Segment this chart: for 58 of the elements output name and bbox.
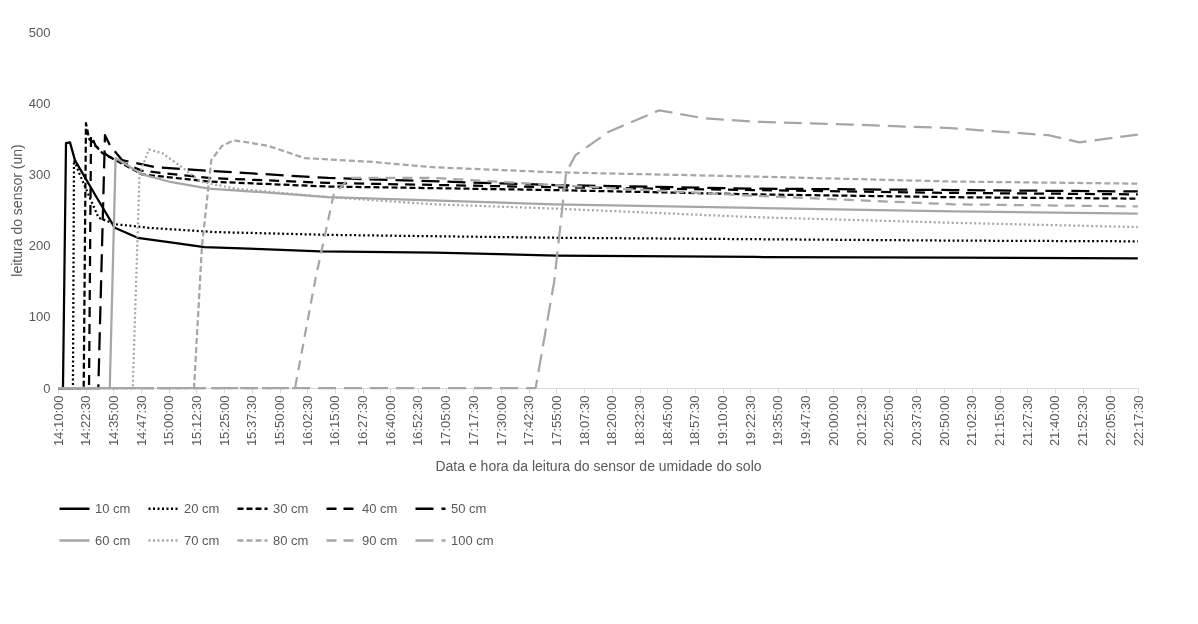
legend-label: 40 cm bbox=[362, 500, 398, 516]
x-tick-label: 17:05:00 bbox=[438, 395, 454, 447]
x-tick-label: 16:02:30 bbox=[299, 395, 315, 447]
x-tick-label: 21:15:00 bbox=[992, 395, 1008, 447]
x-tick-label: 21:40:00 bbox=[1047, 395, 1063, 447]
y-tick-label: 100 bbox=[28, 309, 51, 325]
y-tick-label: 500 bbox=[28, 24, 51, 40]
y-tick-label: 400 bbox=[28, 95, 51, 111]
x-tick-label: 17:42:30 bbox=[521, 395, 537, 447]
legend-label: 80 cm bbox=[273, 532, 309, 548]
x-tick-label: 19:47:30 bbox=[798, 395, 814, 447]
legend-label: 90 cm bbox=[362, 532, 398, 548]
x-tick-label: 14:47:30 bbox=[133, 395, 149, 447]
y-tick-label: 0 bbox=[43, 380, 51, 396]
legend-label: 10 cm bbox=[95, 500, 131, 516]
x-tick-label: 19:10:00 bbox=[715, 395, 731, 447]
x-tick-label: 15:50:00 bbox=[272, 395, 288, 447]
legend-label: 60 cm bbox=[95, 532, 131, 548]
y-tick-label: 300 bbox=[28, 166, 51, 182]
legend-label: 30 cm bbox=[273, 500, 309, 516]
x-tick-label: 21:02:30 bbox=[964, 395, 980, 447]
x-axis-title: Data e hora da leitura do sensor de umidade do solo bbox=[435, 458, 762, 475]
x-tick-label: 15:37:30 bbox=[244, 395, 260, 447]
x-tick-label: 16:15:00 bbox=[327, 395, 343, 447]
x-tick-label: 15:12:30 bbox=[188, 395, 204, 447]
legend-label: 50 cm bbox=[451, 500, 487, 516]
y-tick-label: 200 bbox=[28, 238, 51, 254]
x-tick-label: 16:40:00 bbox=[382, 395, 398, 447]
x-tick-label: 18:45:00 bbox=[659, 395, 675, 447]
x-tick-label: 18:32:30 bbox=[632, 395, 648, 447]
x-tick-label: 19:22:30 bbox=[742, 395, 758, 447]
x-tick-label: 21:52:30 bbox=[1075, 395, 1091, 447]
legend-label: 20 cm bbox=[184, 500, 220, 516]
y-axis-title: leitura do sensor (un) bbox=[8, 144, 25, 277]
x-tick-label: 18:07:30 bbox=[576, 395, 592, 447]
x-tick-label: 20:37:30 bbox=[908, 395, 924, 447]
x-tick-label: 20:25:00 bbox=[881, 395, 897, 447]
x-tick-label: 17:55:00 bbox=[548, 395, 564, 447]
x-tick-label: 15:25:00 bbox=[216, 395, 232, 447]
x-tick-label: 14:35:00 bbox=[105, 395, 121, 447]
x-tick-label: 18:57:30 bbox=[687, 395, 703, 447]
x-tick-label: 22:17:30 bbox=[1130, 395, 1146, 447]
legend-label: 100 cm bbox=[451, 532, 494, 548]
x-tick-label: 20:50:00 bbox=[936, 395, 952, 447]
x-tick-label: 17:30:00 bbox=[493, 395, 509, 447]
x-tick-label: 17:17:30 bbox=[465, 395, 481, 447]
x-tick-label: 16:52:30 bbox=[410, 395, 426, 447]
x-tick-label: 22:05:00 bbox=[1102, 395, 1118, 447]
x-tick-label: 14:22:30 bbox=[78, 395, 94, 447]
x-tick-label: 14:10:00 bbox=[50, 395, 66, 447]
x-tick-label: 15:00:00 bbox=[161, 395, 177, 447]
x-tick-label: 18:20:00 bbox=[604, 395, 620, 447]
x-tick-label: 19:35:00 bbox=[770, 395, 786, 447]
x-tick-label: 16:27:30 bbox=[355, 395, 371, 447]
legend-label: 70 cm bbox=[184, 532, 220, 548]
x-tick-label: 20:12:30 bbox=[853, 395, 869, 447]
x-tick-label: 21:27:30 bbox=[1019, 395, 1035, 447]
x-tick-label: 20:00:00 bbox=[825, 395, 841, 447]
